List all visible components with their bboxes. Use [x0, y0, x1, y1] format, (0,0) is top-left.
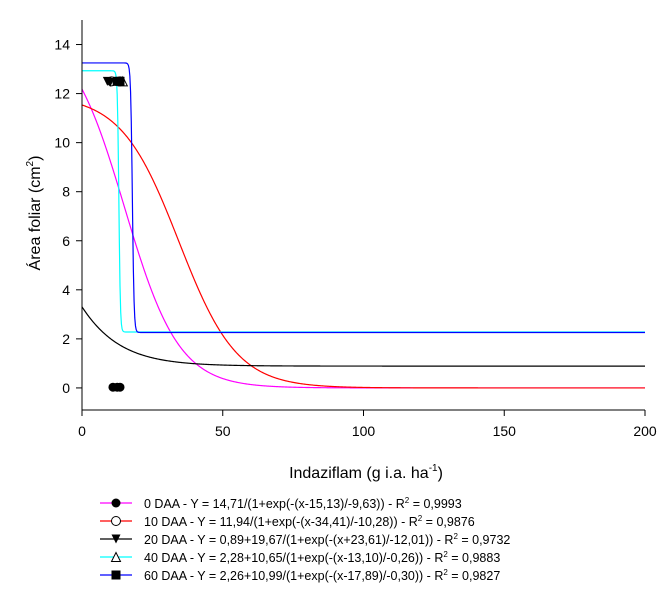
x-axis-title-main: Indaziflam (g i.a. ha [289, 465, 429, 482]
x-tick-label: 150 [493, 423, 517, 439]
y-tick-label: 8 [62, 184, 70, 200]
y-tick-label: 0 [62, 380, 70, 396]
y-axis-title-sup: 2 [25, 160, 36, 166]
legend-marker [110, 551, 122, 562]
y-tick-label: 6 [62, 233, 70, 249]
series-curve [81, 88, 645, 389]
series-curve [81, 104, 645, 389]
y-axis-title: Área foliar (cm2) [25, 156, 44, 271]
legend: 0 DAA - Y = 14,71/(1+exp(-(x-15,13)/-9,6… [100, 496, 510, 583]
y-tick-label: 14 [54, 37, 70, 53]
legend-label: 10 DAA - Y = 11,94/(1+exp(-(x-34,41)/-10… [144, 514, 475, 529]
data-point [105, 78, 115, 88]
legend-label: 40 DAA - Y = 2,28+10,65/(1+exp(-(x-13,10… [144, 550, 500, 565]
data-point [115, 382, 125, 392]
y-tick-label: 4 [62, 282, 70, 298]
y-tick-label: 2 [62, 331, 70, 347]
legend-label: 0 DAA - Y = 14,71/(1+exp(-(x-15,13)/-9,6… [144, 496, 462, 511]
plot-area [81, 62, 645, 392]
legend-label: 60 DAA - Y = 2,26+10,99/(1+exp(-(x-17,89… [144, 568, 500, 583]
series-curve [82, 62, 645, 334]
series-curve [82, 70, 645, 333]
legend-marker [111, 570, 121, 580]
x-tick-label: 100 [352, 423, 376, 439]
y-axis-title-end: ) [27, 156, 44, 161]
x-axis-title-end: ) [438, 465, 443, 482]
legend-label: 20 DAA - Y = 0,89+19,67/(1+exp(-(x+23,61… [144, 532, 510, 547]
x-axis: 0 50 100 150 200 [78, 409, 657, 439]
x-axis-title: Indaziflam (g i.a. ha-1) [289, 463, 443, 482]
legend-marker [111, 498, 121, 508]
y-tick-label: 12 [54, 86, 70, 102]
y-axis: 0 2 4 6 8 10 12 14 [54, 20, 83, 410]
legend-marker [111, 534, 121, 544]
y-tick-label: 10 [54, 135, 70, 151]
x-tick-label: 50 [215, 423, 231, 439]
legend-marker [111, 516, 121, 526]
data-point [115, 76, 125, 86]
y-axis-title-main: Área foliar (cm [25, 166, 44, 270]
x-tick-label: 0 [78, 423, 86, 439]
x-tick-label: 200 [633, 423, 657, 439]
x-axis-title-sup: -1 [429, 463, 438, 474]
series-curve [81, 306, 645, 367]
